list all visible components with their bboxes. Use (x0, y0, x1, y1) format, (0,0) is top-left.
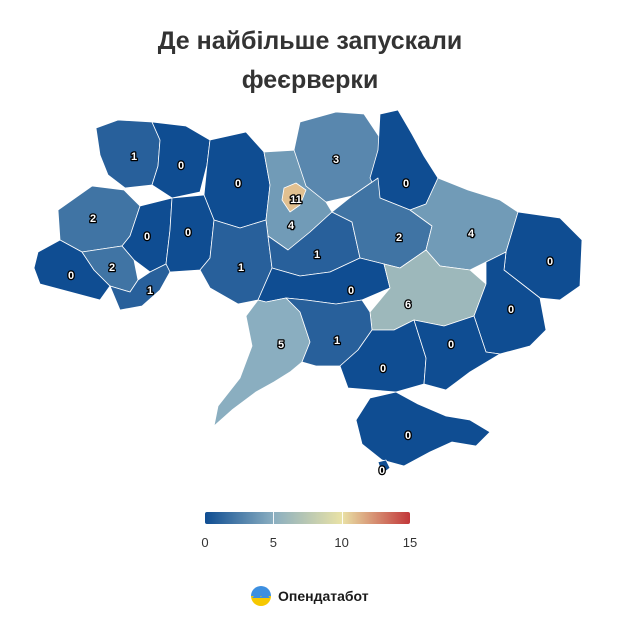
region-crimea[interactable] (355, 391, 491, 467)
region-sumy[interactable] (369, 109, 439, 211)
legend-tick-label: 15 (402, 535, 418, 550)
region-value-zaporizhzhia: 0 (448, 339, 454, 351)
region-value-odesa: 5 (278, 339, 284, 351)
region-value-kharkiv: 4 (468, 228, 475, 240)
legend-tick-label: 0 (201, 535, 209, 550)
region-value-poltava: 2 (396, 232, 402, 244)
region-value-sumy: 0 (403, 178, 409, 190)
region-kyiv-city[interactable] (281, 182, 307, 213)
region-value-ternopil: 0 (144, 231, 150, 243)
region-volyn[interactable] (95, 119, 161, 189)
region-value-mykolaiv: 1 (334, 335, 340, 347)
region-value-lviv: 2 (90, 213, 96, 225)
legend-tick-mark (273, 512, 275, 524)
region-value-ivano-frankivsk: 2 (109, 262, 115, 274)
legend-tick-mark (341, 512, 343, 524)
region-value-kherson: 0 (380, 363, 386, 375)
region-value-chernihiv: 3 (333, 154, 339, 166)
region-value-volyn: 1 (131, 151, 137, 163)
color-scale-legend (205, 512, 410, 524)
region-value-chernivtsi: 1 (147, 285, 153, 297)
region-value-zakarpattia: 0 (68, 270, 74, 282)
legend-tick-label: 5 (269, 535, 277, 550)
region-value-dnipropetrovsk: 6 (405, 299, 411, 311)
region-value-rivne: 0 (178, 160, 184, 172)
brand-name: Опендатабот (278, 588, 369, 604)
chart-title: Де найбільше запускали феєрверки (0, 22, 620, 100)
region-chernivtsi[interactable] (109, 263, 171, 311)
region-zakarpattia[interactable] (33, 239, 111, 301)
region-value-crimea: 0 (405, 430, 411, 442)
region-sevastopol[interactable] (377, 459, 391, 475)
region-value-zhytomyr: 0 (235, 178, 241, 190)
region-donetsk[interactable] (473, 251, 547, 355)
region-rivne[interactable] (151, 121, 211, 199)
title-line-2: феєрверки (241, 66, 379, 94)
region-value-donetsk: 0 (508, 304, 514, 316)
region-odesa[interactable] (213, 297, 311, 427)
region-value-kyiv-oblast: 4 (288, 220, 295, 232)
brand-logo: Опендатабот (250, 584, 369, 608)
region-value-luhansk: 0 (547, 256, 553, 268)
region-value-sevastopol: 0 (379, 465, 385, 477)
region-value-kyiv-city: 11 (290, 194, 302, 206)
opendatabot-icon (251, 586, 271, 606)
region-value-cherkasy: 1 (314, 249, 320, 261)
region-zaporizhzhia[interactable] (413, 315, 501, 391)
title-line-1: Де найбільше запускали (157, 27, 463, 55)
legend-tick-label: 10 (334, 535, 349, 550)
region-value-vinnytsia: 1 (238, 262, 244, 274)
region-value-khmelnytskyi: 0 (185, 227, 191, 239)
region-value-kirovohrad: 0 (348, 285, 354, 297)
